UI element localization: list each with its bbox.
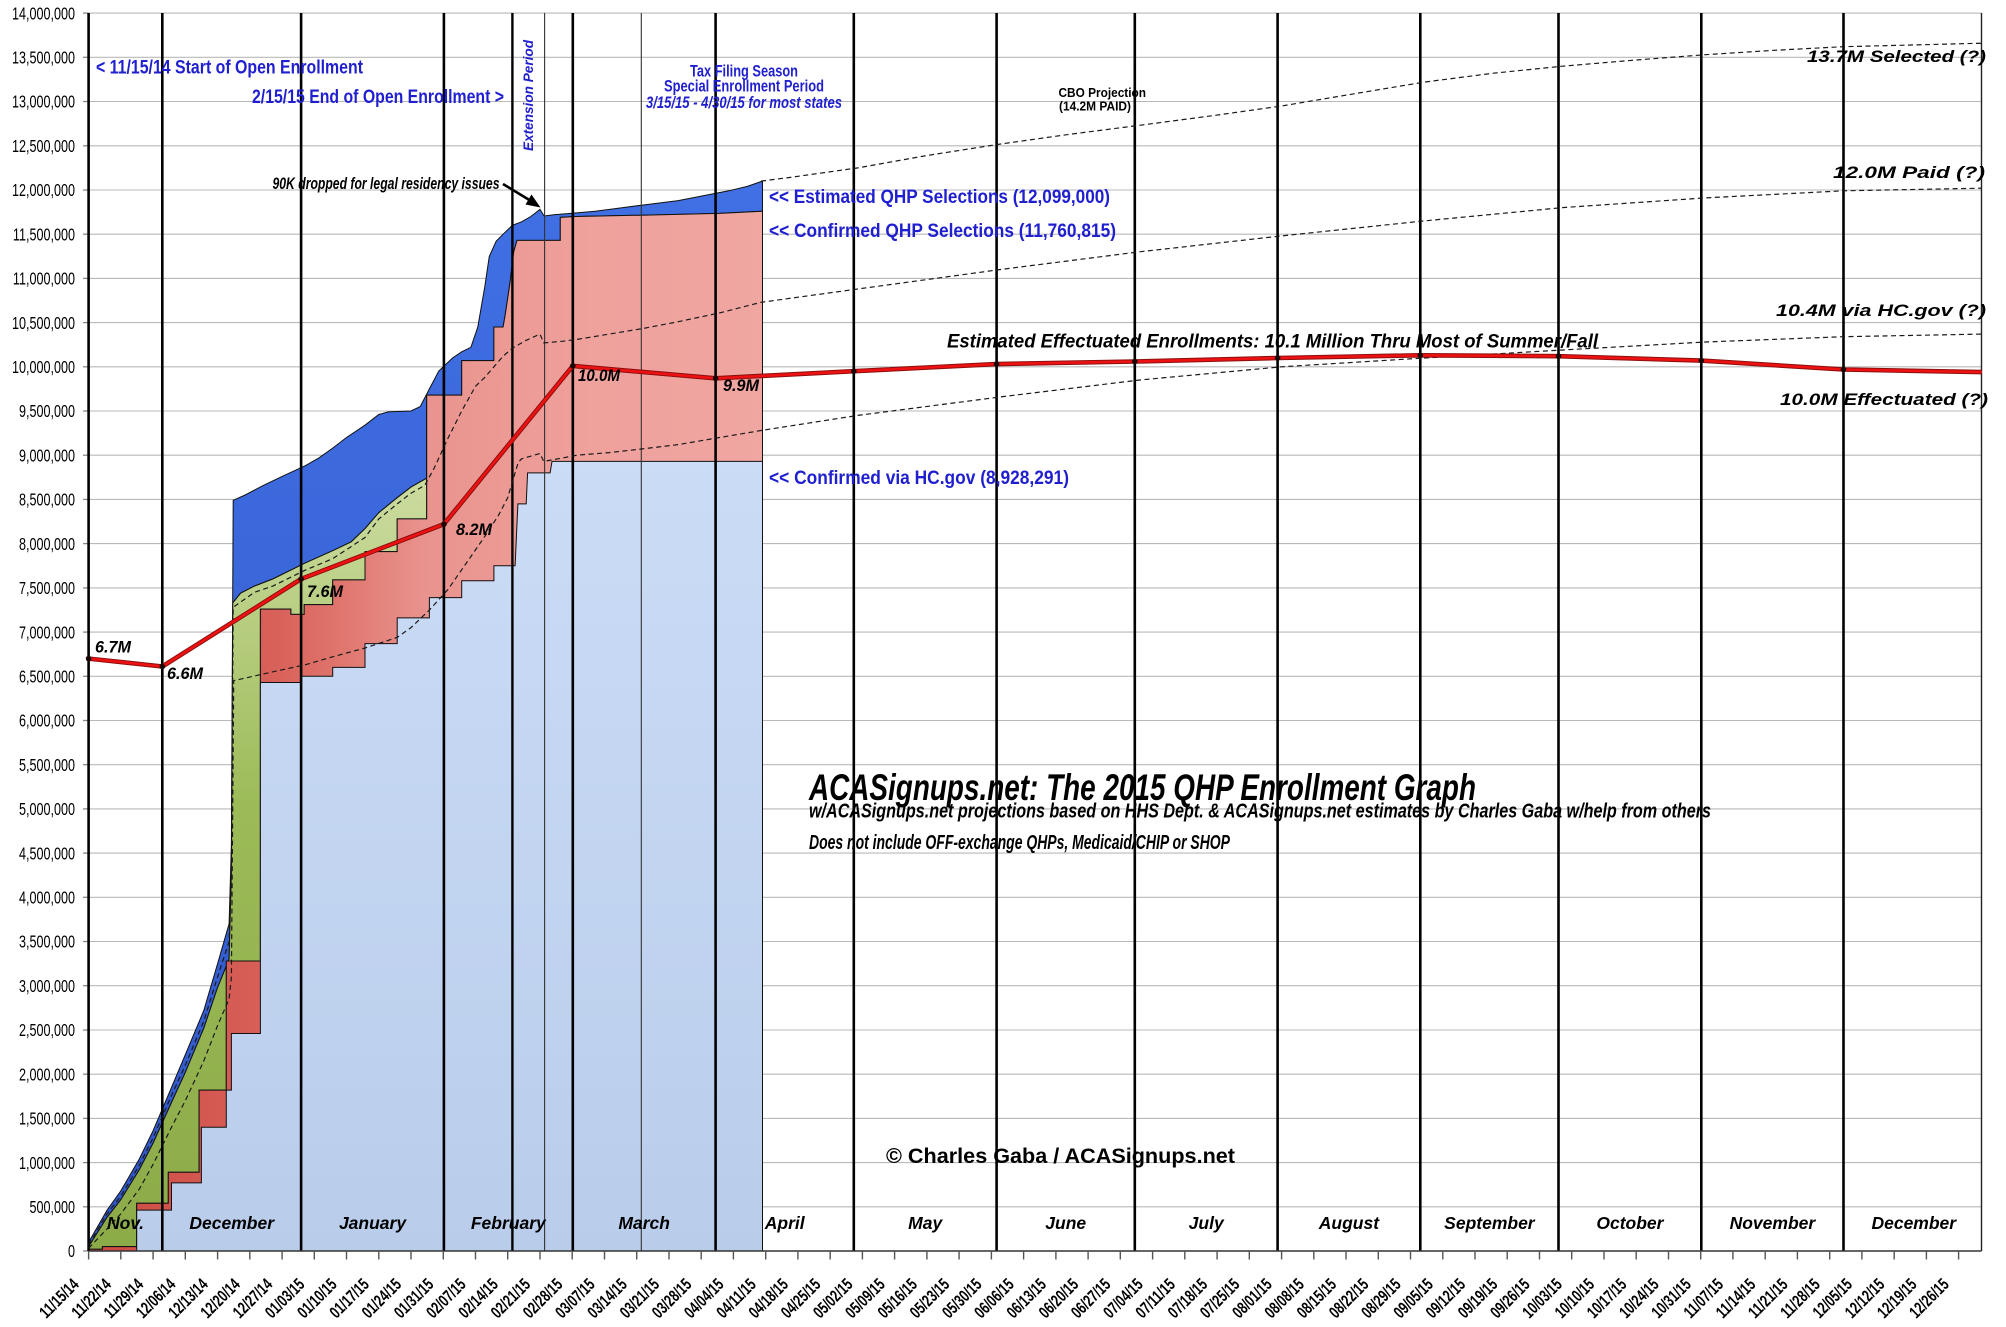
svg-text:March: March: [618, 1213, 670, 1233]
svg-text:October: October: [1596, 1213, 1664, 1233]
svg-text:5,500,000: 5,500,000: [19, 756, 75, 776]
svg-text:13.7M Selected (?): 13.7M Selected (?): [1807, 48, 1987, 66]
svg-text:10.0M: 10.0M: [578, 367, 621, 385]
svg-text:February: February: [471, 1213, 547, 1233]
svg-text:7.6M: 7.6M: [307, 583, 344, 601]
svg-text:10,500,000: 10,500,000: [12, 314, 75, 334]
svg-text:12.0M Paid (?): 12.0M Paid (?): [1833, 164, 1986, 182]
svg-text:July: July: [1189, 1213, 1225, 1233]
svg-text:4,500,000: 4,500,000: [19, 844, 75, 864]
svg-text:Estimated Effectuated Enrollme: Estimated Effectuated Enrollments: 10.1 …: [947, 332, 1599, 353]
svg-text:7,000,000: 7,000,000: [19, 623, 75, 643]
svg-text:12,500,000: 12,500,000: [12, 137, 75, 157]
svg-text:8,000,000: 8,000,000: [19, 535, 75, 555]
svg-text:3,000,000: 3,000,000: [19, 977, 75, 997]
svg-text:9,500,000: 9,500,000: [19, 402, 75, 422]
svg-text:2,000,000: 2,000,000: [19, 1065, 75, 1085]
svg-text:3,500,000: 3,500,000: [19, 933, 75, 953]
svg-text:<< Confirmed QHP Selections (1: << Confirmed QHP Selections (11,760,815): [769, 221, 1116, 242]
svg-text:ACASignups.net: The 2015 QHP E: ACASignups.net: The 2015 QHP Enrollment …: [808, 767, 1476, 808]
svg-text:April: April: [764, 1213, 806, 1233]
svg-text:11,500,000: 11,500,000: [13, 225, 75, 245]
svg-text:June: June: [1045, 1213, 1086, 1233]
svg-text:8,500,000: 8,500,000: [19, 491, 75, 511]
svg-text:13,000,000: 13,000,000: [12, 93, 75, 113]
svg-text:9,000,000: 9,000,000: [19, 446, 75, 466]
svg-text:2,500,000: 2,500,000: [19, 1021, 75, 1041]
svg-text:Tax Filing Season: Tax Filing Season: [690, 63, 798, 81]
svg-text:<< Confirmed via HC.gov (8,928: << Confirmed via HC.gov (8,928,291): [769, 468, 1069, 489]
svg-text:Nov.: Nov.: [107, 1213, 144, 1233]
svg-text:< 11/15/14 Start of Open Enrol: < 11/15/14 Start of Open Enrollment: [96, 57, 363, 79]
svg-text:10.4M via HC.gov (?): 10.4M via HC.gov (?): [1776, 302, 1987, 320]
svg-text:11,000,000: 11,000,000: [13, 270, 75, 290]
svg-text:9.9M: 9.9M: [723, 377, 760, 395]
svg-text:0: 0: [68, 1242, 75, 1262]
svg-text:6,500,000: 6,500,000: [19, 668, 75, 688]
svg-text:10.0M Effectuated (?): 10.0M Effectuated (?): [1780, 391, 1989, 409]
svg-text:1,000,000: 1,000,000: [19, 1154, 75, 1174]
svg-text:90K dropped for legal residenc: 90K dropped for legal residency issues: [273, 175, 500, 193]
svg-text:10,000,000: 10,000,000: [12, 358, 75, 378]
svg-text:6,000,000: 6,000,000: [19, 712, 75, 732]
svg-text:CBO Projection: CBO Projection: [1059, 85, 1147, 100]
svg-text:Extension Period: Extension Period: [521, 39, 536, 151]
svg-text:500,000: 500,000: [30, 1198, 76, 1218]
svg-text:August: August: [1318, 1213, 1380, 1233]
svg-text:Special Enrollment Period: Special Enrollment Period: [664, 78, 824, 96]
svg-text:7,500,000: 7,500,000: [19, 579, 75, 599]
svg-text:6.7M: 6.7M: [95, 639, 132, 657]
svg-text:November: November: [1730, 1213, 1817, 1233]
svg-text:(14.2M PAID): (14.2M PAID): [1059, 99, 1131, 114]
svg-text:13,500,000: 13,500,000: [12, 49, 75, 69]
svg-text:2/15/15 End of Open Enrollment: 2/15/15 End of Open Enrollment >: [252, 87, 504, 108]
svg-text:12,000,000: 12,000,000: [12, 181, 75, 201]
svg-text:December: December: [1871, 1213, 1957, 1233]
svg-text:May: May: [908, 1213, 943, 1233]
svg-text:September: September: [1444, 1213, 1536, 1233]
svg-text:© Charles Gaba / ACASignups.ne: © Charles Gaba / ACASignups.net: [886, 1144, 1235, 1168]
svg-text:8.2M: 8.2M: [456, 521, 493, 539]
svg-text:<< Estimated QHP Selections (1: << Estimated QHP Selections (12,099,000): [769, 187, 1110, 208]
svg-text:6.6M: 6.6M: [167, 665, 204, 683]
svg-text:Does not include OFF-exchange: Does not include OFF-exchange QHPs, Medi…: [809, 832, 1230, 854]
svg-text:14,000,000: 14,000,000: [12, 4, 75, 24]
svg-text:December: December: [189, 1213, 275, 1233]
svg-text:4,000,000: 4,000,000: [19, 889, 75, 909]
svg-text:w/ACASignups.net projections b: w/ACASignups.net projections based on HH…: [809, 801, 1711, 823]
svg-text:3/15/15 - 4/30/15 for most sta: 3/15/15 - 4/30/15 for most states: [646, 94, 842, 112]
svg-text:5,000,000: 5,000,000: [19, 800, 75, 820]
svg-text:January: January: [339, 1213, 407, 1233]
svg-text:1,500,000: 1,500,000: [19, 1110, 75, 1130]
